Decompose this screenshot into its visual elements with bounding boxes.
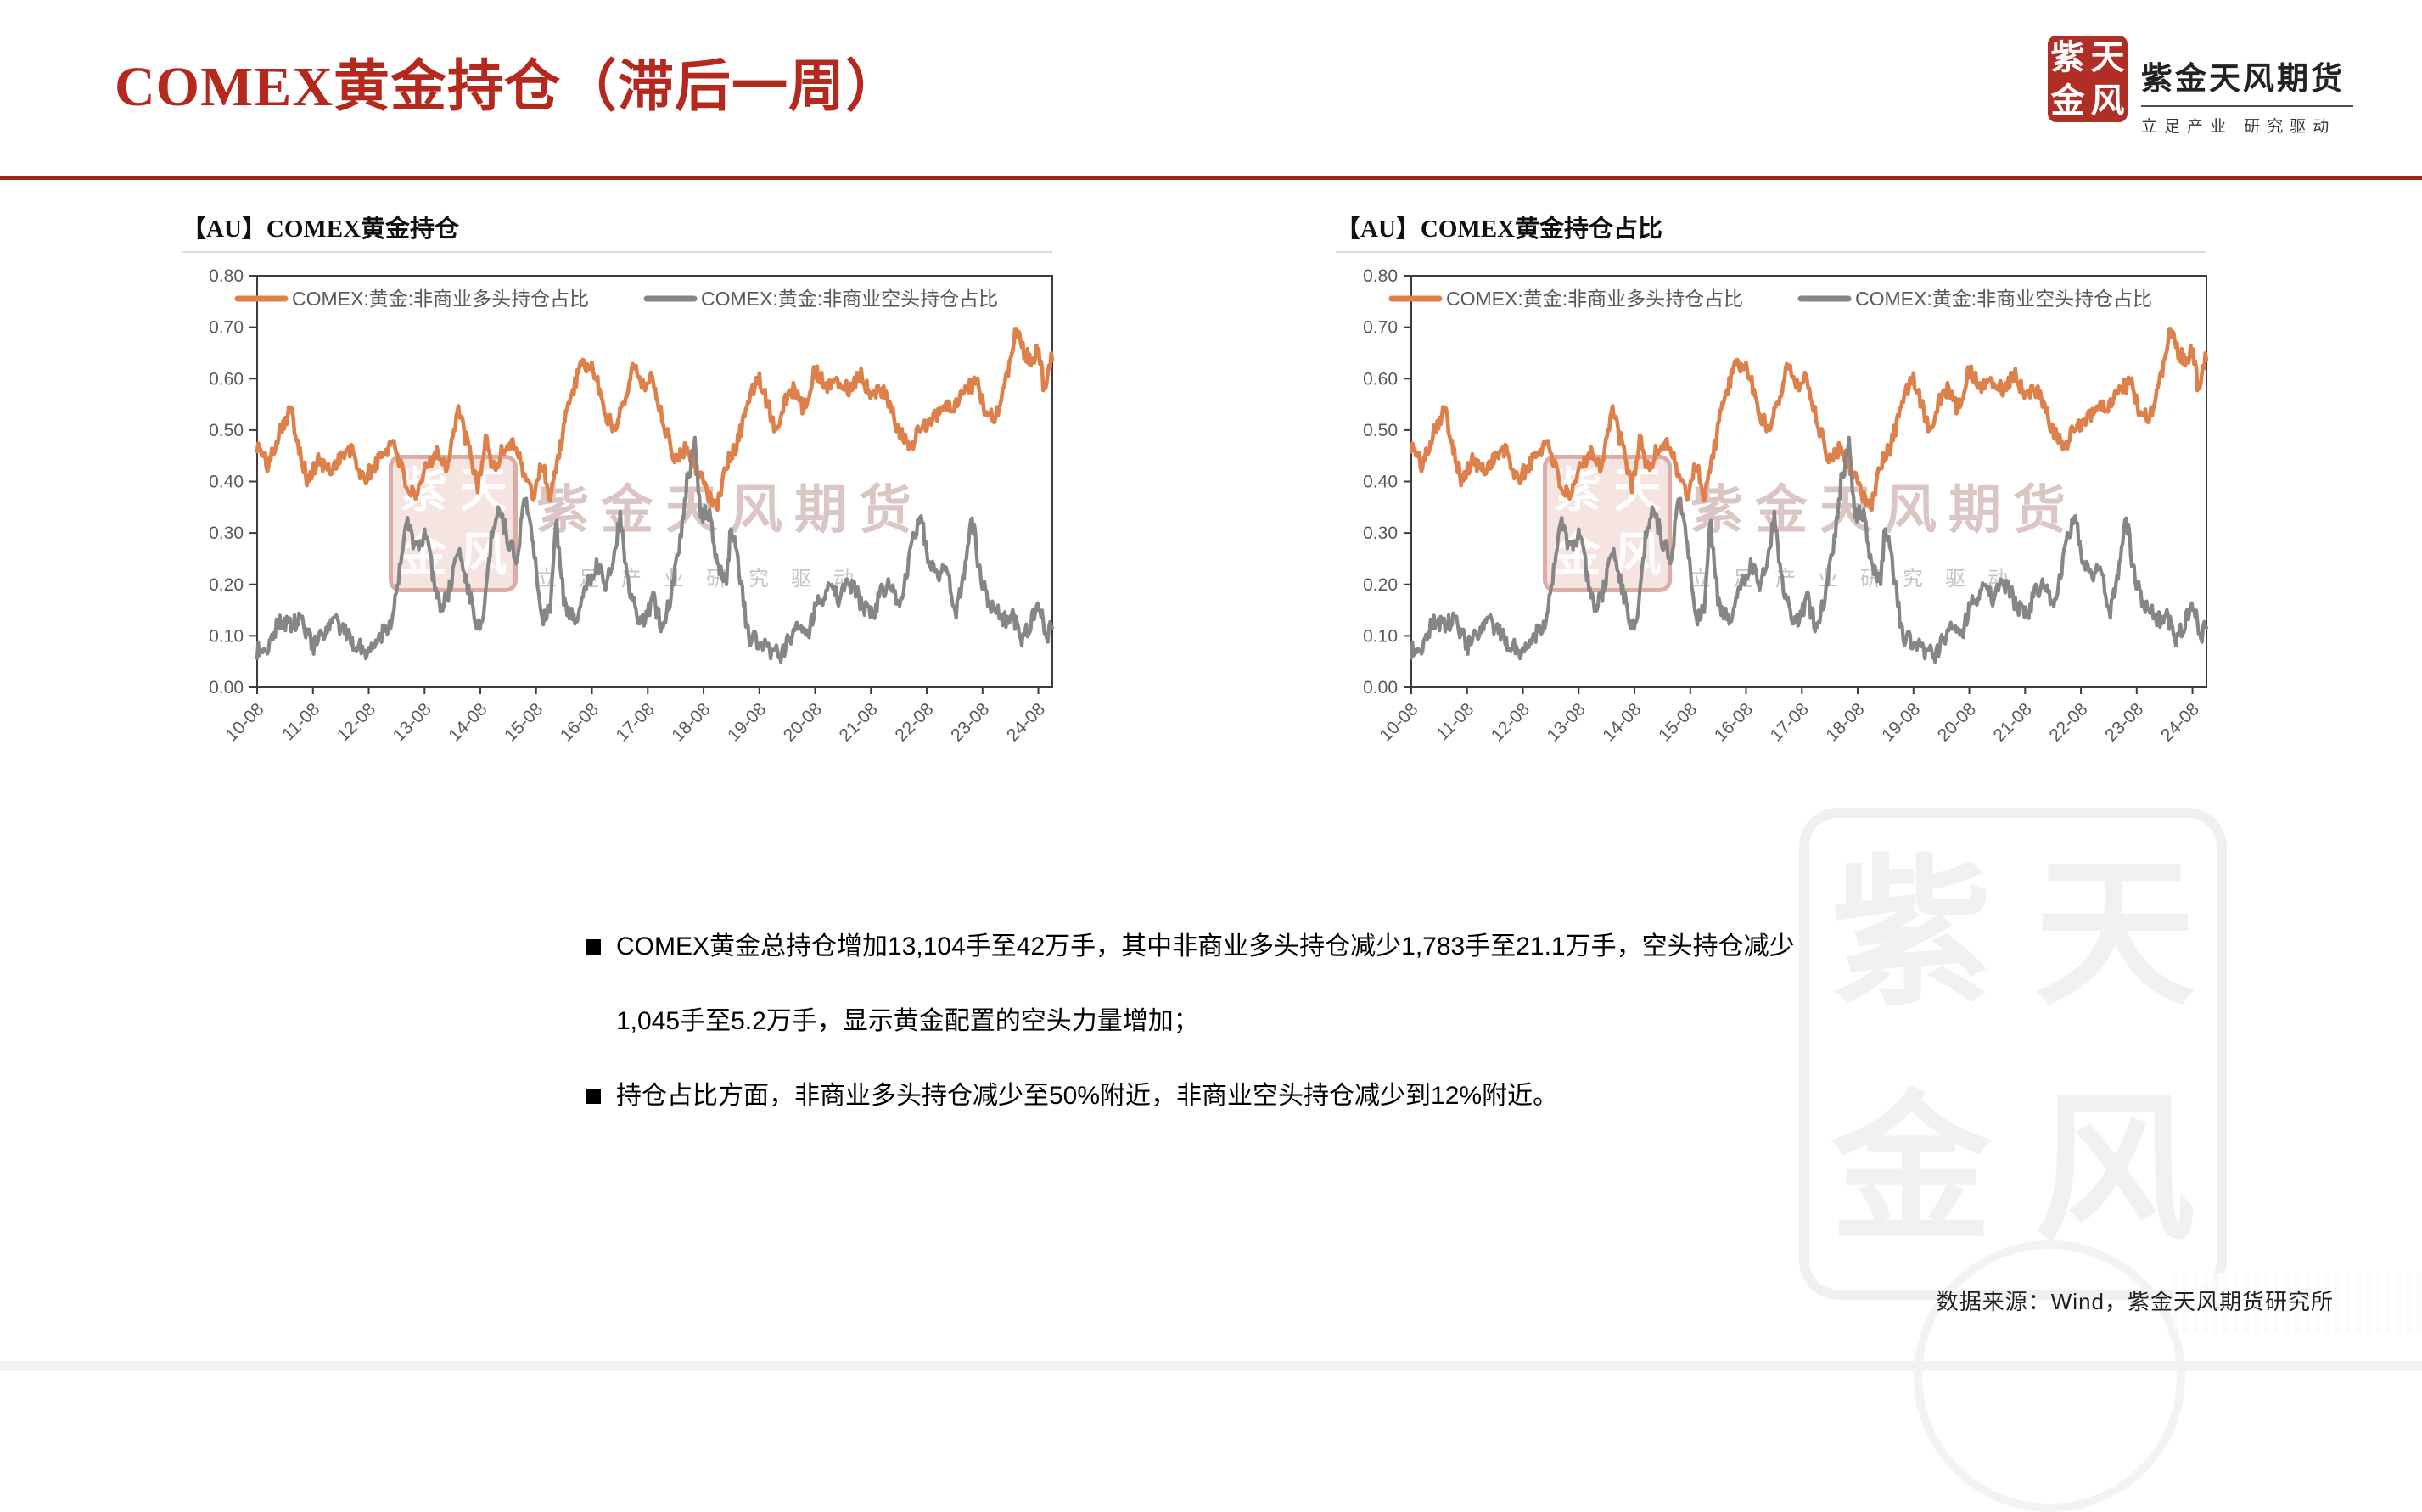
- series-line-noncommercial-short: [255, 435, 1055, 664]
- series-line-noncommercial-long: [255, 327, 1055, 512]
- chart-panel-positions: 【AU】COMEX黄金持仓 紫天金风 紫金天风期货 立足产业研究驱动 0.00 0…: [170, 204, 1069, 798]
- seal-character: 金: [1830, 1083, 1992, 1261]
- x-tick-label: 18-08: [1822, 699, 1868, 745]
- logo-divider: [2141, 105, 2353, 107]
- chart-panel-ratios: 【AU】COMEX黄金持仓占比 紫天金风 紫金天风期货 立足产业研究驱动 0.0…: [1324, 204, 2223, 798]
- x-tick-label: 15-08: [501, 699, 547, 745]
- y-tick-label: 0.80: [1363, 266, 1398, 286]
- x-tick-label: 21-08: [836, 699, 882, 745]
- y-tick-label: 0.10: [1363, 626, 1398, 646]
- chart-title: 【AU】COMEX黄金持仓占比: [1336, 216, 1663, 243]
- y-tick-label: 0.00: [209, 678, 244, 697]
- seal-character: 风: [2090, 81, 2125, 120]
- seal-character: 天: [2033, 847, 2195, 1025]
- y-tick-label: 0.30: [1363, 524, 1398, 543]
- x-axis: 10-08 11-08 12-08 13-08 14-08 15-08 16-08 17-08…: [221, 687, 1049, 746]
- x-tick-label: 10-08: [221, 699, 267, 745]
- x-tick-label: 24-08: [2157, 699, 2203, 745]
- y-tick-label: 0.40: [1363, 473, 1398, 492]
- y-tick-label: 0.30: [209, 524, 244, 543]
- legend-label: COMEX:黄金:非商业多头持仓占比: [292, 288, 589, 310]
- page-title: COMEX黄金持仓（滞后一周）: [115, 56, 902, 118]
- y-tick-label: 0.20: [1363, 575, 1398, 595]
- x-axis: 10-08 11-08 12-08 13-08 14-08 15-08 16-08 17-08…: [1376, 687, 2203, 746]
- list-item: COMEX黄金总持仓增加13,104手至42万手，其中非商业多头持仓减少1,78…: [586, 910, 1808, 1059]
- x-tick-label: 13-08: [390, 699, 435, 745]
- x-tick-label: 20-08: [780, 699, 826, 745]
- chart-title-underline: [1336, 251, 2206, 253]
- seal-character: 金: [2050, 81, 2085, 120]
- list-item: 持仓占比方面，非商业多头持仓减少至50%附近，非商业空头持仓减少到12%附近。: [586, 1059, 1808, 1134]
- x-tick-label: 19-08: [724, 699, 770, 745]
- seal-character: 风: [2033, 1083, 2195, 1261]
- data-source-note: 数据来源：Wind，紫金天风期货研究所: [1936, 1289, 2334, 1314]
- y-tick-label: 0.50: [1363, 421, 1398, 440]
- x-tick-label: 13-08: [1544, 699, 1589, 745]
- x-tick-label: 14-08: [445, 699, 491, 745]
- slide: { "page": { "title": "COMEX黄金持仓（滞后一周）", …: [0, 34, 2422, 1512]
- x-tick-label: 23-08: [2101, 699, 2147, 745]
- page-watermark-circle: [1914, 1240, 2185, 1512]
- x-tick-label: 24-08: [1003, 699, 1049, 745]
- x-tick-label: 20-08: [1934, 699, 1980, 745]
- bullet-text: 持仓占比方面，非商业多头持仓减少至50%附近，非商业空头持仓减少到12%附近。: [616, 1082, 1559, 1110]
- company-seal-icon: 紫天金风: [2048, 36, 2128, 122]
- x-tick-label: 14-08: [1599, 699, 1645, 745]
- y-tick-label: 0.60: [209, 369, 244, 389]
- y-tick-label: 0.60: [1363, 369, 1398, 389]
- x-tick-label: 16-08: [557, 699, 603, 745]
- x-tick-label: 11-08: [1432, 699, 1477, 744]
- x-tick-label: 21-08: [1990, 699, 2036, 745]
- x-tick-label: 22-08: [2045, 699, 2091, 745]
- page-watermark-seal: 紫天金风: [1799, 808, 2227, 1300]
- seal-character: 紫: [1830, 847, 1992, 1025]
- y-tick-label: 0.10: [209, 626, 244, 646]
- header-divider-rule: [0, 176, 2422, 180]
- x-tick-label: 22-08: [891, 699, 937, 745]
- x-tick-label: 10-08: [1376, 699, 1421, 745]
- bullet-text: COMEX黄金总持仓增加13,104手至42万手，其中非商业多头持仓减少1,78…: [616, 932, 1795, 1035]
- x-tick-label: 19-08: [1878, 699, 1924, 745]
- company-name: 紫金天风期货: [2141, 61, 2345, 96]
- series-line-noncommercial-long: [1409, 327, 2209, 512]
- x-tick-label: 23-08: [947, 699, 993, 745]
- line-chart-canvas: 0.00 0.10 0.20 0.30 0.40 0.50 0.60 0.70 0.80 10-0…: [1363, 266, 2209, 746]
- x-tick-label: 12-08: [1488, 699, 1533, 745]
- x-tick-label: 16-08: [1711, 699, 1757, 745]
- line-chart-canvas: 0.00 0.10 0.20 0.30 0.40 0.50 0.60 0.70 0.80 10-0…: [209, 266, 1055, 746]
- x-tick-label: 12-08: [334, 699, 379, 745]
- legend: COMEX:黄金:非商业多头持仓占比 COMEX:黄金:非商业空头持仓占比: [1388, 288, 2152, 310]
- legend-label: COMEX:黄金:非商业空头持仓占比: [701, 288, 998, 310]
- y-axis: 0.00 0.10 0.20 0.30 0.40 0.50 0.60 0.70 0.80: [209, 266, 257, 697]
- x-tick-label: 15-08: [1655, 699, 1701, 745]
- y-tick-label: 0.00: [1363, 678, 1398, 697]
- legend: COMEX:黄金:非商业多头持仓占比 COMEX:黄金:非商业空头持仓占比: [234, 288, 998, 310]
- y-tick-label: 0.40: [209, 473, 244, 492]
- square-bullet-icon: [586, 939, 601, 955]
- y-tick-label: 0.80: [209, 266, 244, 286]
- chart-title-underline: [182, 251, 1052, 253]
- seal-character: 紫: [2050, 37, 2085, 76]
- bottom-edge-strip: [0, 1361, 2422, 1371]
- company-logo: 紫天金风 紫金天风期货 立足产业 研究驱动: [2048, 34, 2353, 137]
- x-tick-label: 17-08: [613, 699, 659, 745]
- plot-border: [256, 275, 1053, 688]
- y-tick-label: 0.50: [209, 421, 244, 440]
- legend-label: COMEX:黄金:非商业多头持仓占比: [1446, 288, 1743, 310]
- series-line-noncommercial-short: [1409, 435, 2209, 664]
- square-bullet-icon: [586, 1089, 601, 1104]
- y-tick-label: 0.70: [1363, 318, 1398, 338]
- x-tick-label: 18-08: [668, 699, 714, 745]
- seal-character: 天: [2090, 37, 2125, 76]
- x-tick-label: 17-08: [1767, 699, 1813, 745]
- y-tick-label: 0.70: [209, 318, 244, 338]
- y-axis: 0.00 0.10 0.20 0.30 0.40 0.50 0.60 0.70 0.80: [1363, 266, 1411, 697]
- company-slogan: 立足产业 研究驱动: [2141, 118, 2336, 136]
- x-tick-label: 11-08: [278, 699, 323, 744]
- legend-label: COMEX:黄金:非商业空头持仓占比: [1855, 288, 2152, 310]
- chart-title: 【AU】COMEX黄金持仓: [182, 216, 460, 243]
- plot-border: [1410, 275, 2207, 688]
- y-tick-label: 0.20: [209, 575, 244, 595]
- commentary-list: COMEX黄金总持仓增加13,104手至42万手，其中非商业多头持仓减少1,78…: [586, 910, 1808, 1134]
